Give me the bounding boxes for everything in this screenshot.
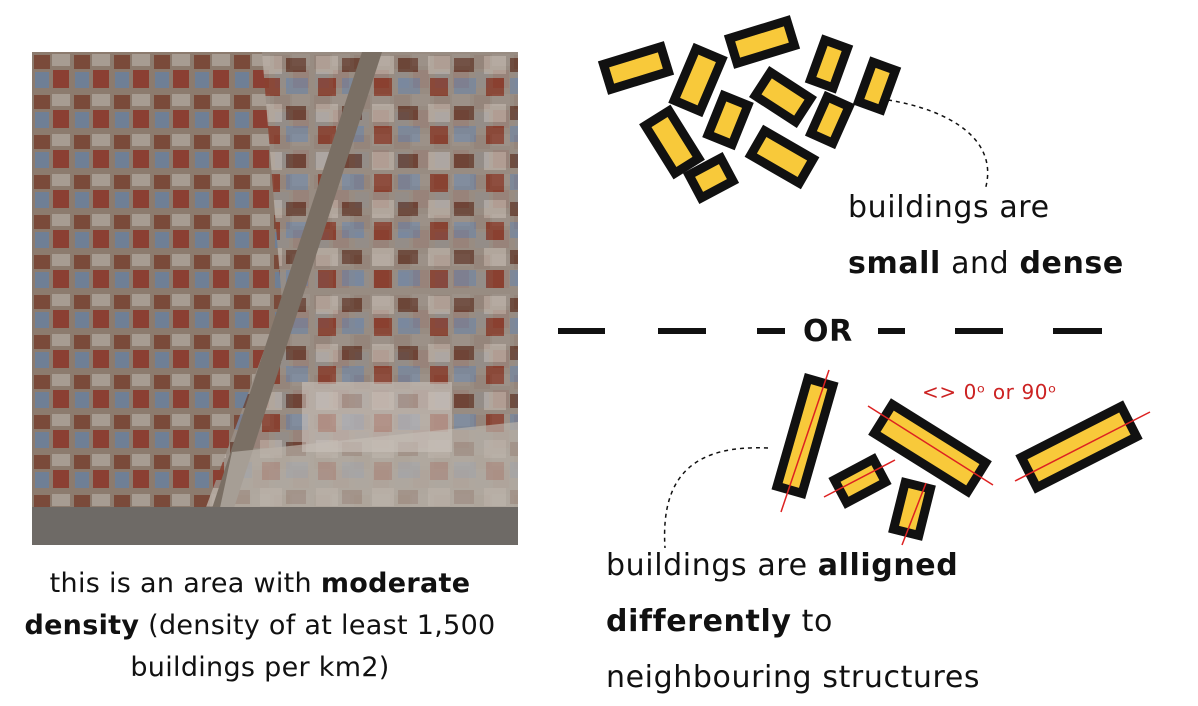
building-shape — [749, 65, 817, 129]
top-label-small: small — [848, 246, 941, 281]
building-shape — [852, 56, 902, 116]
building-shape — [597, 41, 675, 95]
building-shape — [771, 373, 839, 499]
connector-line-top — [887, 99, 989, 191]
building-shape — [668, 42, 728, 118]
building-shape — [702, 89, 754, 151]
axis-line — [823, 459, 896, 498]
building-shape — [639, 104, 705, 180]
axis-line — [1014, 411, 1151, 482]
top-label-line1: buildings are — [848, 190, 1050, 225]
angle-note: <> 0ᵒ or 90ᵒ — [922, 380, 1057, 404]
building-shape — [744, 124, 820, 190]
top-label-dense: dense — [1019, 246, 1124, 281]
building-shape — [888, 477, 936, 541]
axis-line — [867, 405, 994, 486]
bottom-label-line3: neighbouring structures — [606, 660, 981, 695]
bottom-label-to: to — [791, 604, 833, 639]
axis-line — [901, 482, 927, 546]
alignment-label: buildings are alligned differently to ne… — [606, 538, 980, 706]
caption-text-rest: (density of at least 1,500 buildings per… — [130, 610, 496, 683]
caption-bold-density: density — [24, 610, 140, 641]
building-shape — [682, 151, 740, 205]
bottom-label-line1: buildings are — [606, 548, 818, 583]
aerial-image — [32, 52, 518, 545]
axis-line — [780, 369, 830, 513]
bottom-label-differently: differently — [606, 604, 792, 639]
area-caption: this is an area with moderate density (d… — [0, 563, 520, 689]
bottom-label-alligned: alligned — [817, 548, 959, 583]
building-shape — [828, 453, 892, 509]
building-shape — [868, 398, 992, 498]
or-separator-label: OR — [803, 314, 853, 349]
small-dense-label: buildings are small and dense — [848, 180, 1124, 292]
connector-line-bottom — [663, 447, 769, 549]
building-shape — [804, 34, 854, 94]
caption-text: this is an area with — [49, 568, 321, 599]
caption-bold-moderate: moderate — [320, 568, 471, 599]
building-shape — [723, 15, 801, 69]
aerial-photo-graphic — [32, 52, 518, 545]
top-label-and: and — [940, 246, 1020, 281]
building-shape — [804, 90, 856, 150]
building-shape — [1015, 400, 1143, 494]
